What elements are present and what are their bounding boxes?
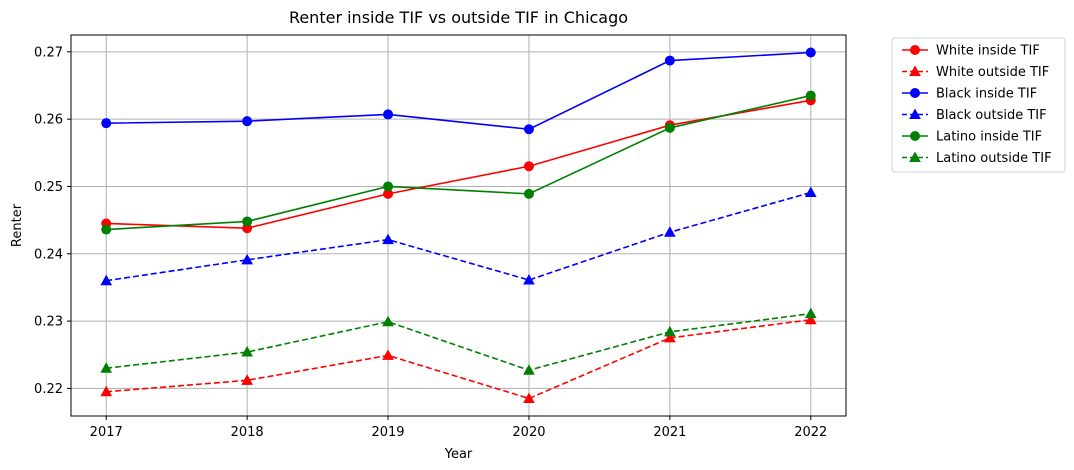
plot-area bbox=[70, 34, 847, 417]
data-point bbox=[383, 181, 394, 192]
legend-item: White inside TIF bbox=[902, 44, 1040, 59]
data-point bbox=[664, 331, 676, 343]
x-tick-label: 2022 bbox=[794, 425, 827, 440]
data-point bbox=[382, 349, 394, 360]
series-white-inside-tif bbox=[101, 95, 816, 234]
axis-ticks: 2017 2018 2019 2020 2021 2022 0.22 0.23 0.24 0.25… bbox=[34, 45, 827, 440]
data-point bbox=[523, 188, 534, 199]
data-point bbox=[100, 385, 113, 397]
data-point bbox=[805, 47, 816, 58]
y-tick-label: 0.23 bbox=[34, 315, 63, 330]
x-tick-label: 2020 bbox=[512, 425, 545, 440]
series-black-inside-tif bbox=[101, 47, 816, 135]
series-line bbox=[106, 51, 811, 131]
data-point bbox=[664, 325, 676, 337]
series-line bbox=[106, 94, 811, 231]
legend-label: Black outside TIF bbox=[936, 108, 1047, 123]
data-point bbox=[100, 274, 113, 286]
legend-label: White outside TIF bbox=[936, 65, 1049, 80]
data-point bbox=[664, 55, 675, 66]
series-line bbox=[106, 312, 811, 372]
chart-title: Renter inside TIF vs outside TIF in Chic… bbox=[289, 8, 628, 27]
legend-marker bbox=[910, 131, 920, 141]
legend-box bbox=[891, 37, 1066, 173]
data-point bbox=[242, 216, 253, 227]
series-line bbox=[106, 191, 811, 282]
legend-marker bbox=[909, 108, 921, 119]
legend-marker bbox=[910, 45, 920, 55]
legend-item: Black outside TIF bbox=[902, 108, 1047, 123]
data-point bbox=[101, 118, 112, 129]
series-black-outside-tif bbox=[100, 186, 817, 286]
x-axis-label: Year bbox=[444, 447, 473, 462]
x-tick-label: 2021 bbox=[653, 425, 686, 440]
data-point bbox=[523, 273, 535, 285]
y-tick-label: 0.25 bbox=[34, 180, 63, 195]
data-point bbox=[100, 362, 113, 373]
data-point bbox=[383, 109, 394, 120]
data-point bbox=[523, 161, 534, 172]
data-point bbox=[523, 124, 534, 135]
data-point bbox=[382, 315, 394, 327]
legend-label: White inside TIF bbox=[936, 44, 1040, 59]
legend-item: White outside TIF bbox=[902, 65, 1049, 80]
data-point bbox=[241, 346, 253, 357]
data-point bbox=[804, 186, 817, 198]
data-point bbox=[241, 374, 253, 385]
y-tick-label: 0.24 bbox=[34, 247, 63, 262]
x-tick-label: 2017 bbox=[90, 425, 123, 440]
data-point bbox=[523, 364, 535, 375]
legend-label: Latino inside TIF bbox=[936, 130, 1042, 145]
data-point bbox=[664, 226, 676, 237]
series-group bbox=[100, 47, 817, 403]
data-point bbox=[242, 116, 253, 127]
data-point bbox=[804, 307, 817, 319]
series-line bbox=[106, 318, 811, 400]
legend-item: Black inside TIF bbox=[902, 87, 1037, 102]
series-latino-inside-tif bbox=[101, 90, 816, 235]
legend-marker bbox=[910, 88, 920, 98]
data-point bbox=[382, 233, 394, 245]
series-latino-outside-tif bbox=[100, 307, 817, 375]
x-tick-label: 2018 bbox=[231, 425, 264, 440]
legend-item: Latino inside TIF bbox=[902, 130, 1042, 145]
legend-marker bbox=[909, 151, 921, 162]
legend-label: Latino outside TIF bbox=[936, 151, 1052, 166]
data-point bbox=[805, 90, 816, 101]
y-tick-label: 0.27 bbox=[34, 45, 63, 60]
data-point bbox=[101, 224, 112, 235]
data-point bbox=[523, 392, 535, 403]
y-tick-label: 0.22 bbox=[34, 382, 63, 397]
series-line bbox=[106, 99, 811, 229]
legend-item: Latino outside TIF bbox=[902, 151, 1052, 166]
legend: White inside TIF White outside TIF Black i… bbox=[891, 37, 1066, 173]
series-white-outside-tif bbox=[100, 313, 817, 403]
data-point bbox=[241, 253, 253, 265]
data-point bbox=[804, 313, 817, 325]
y-axis-label: Renter bbox=[10, 203, 25, 247]
x-tick-label: 2019 bbox=[371, 425, 404, 440]
y-tick-label: 0.26 bbox=[34, 113, 63, 128]
legend-marker bbox=[909, 65, 921, 76]
legend-label: Black inside TIF bbox=[936, 87, 1037, 102]
data-point bbox=[664, 122, 675, 133]
